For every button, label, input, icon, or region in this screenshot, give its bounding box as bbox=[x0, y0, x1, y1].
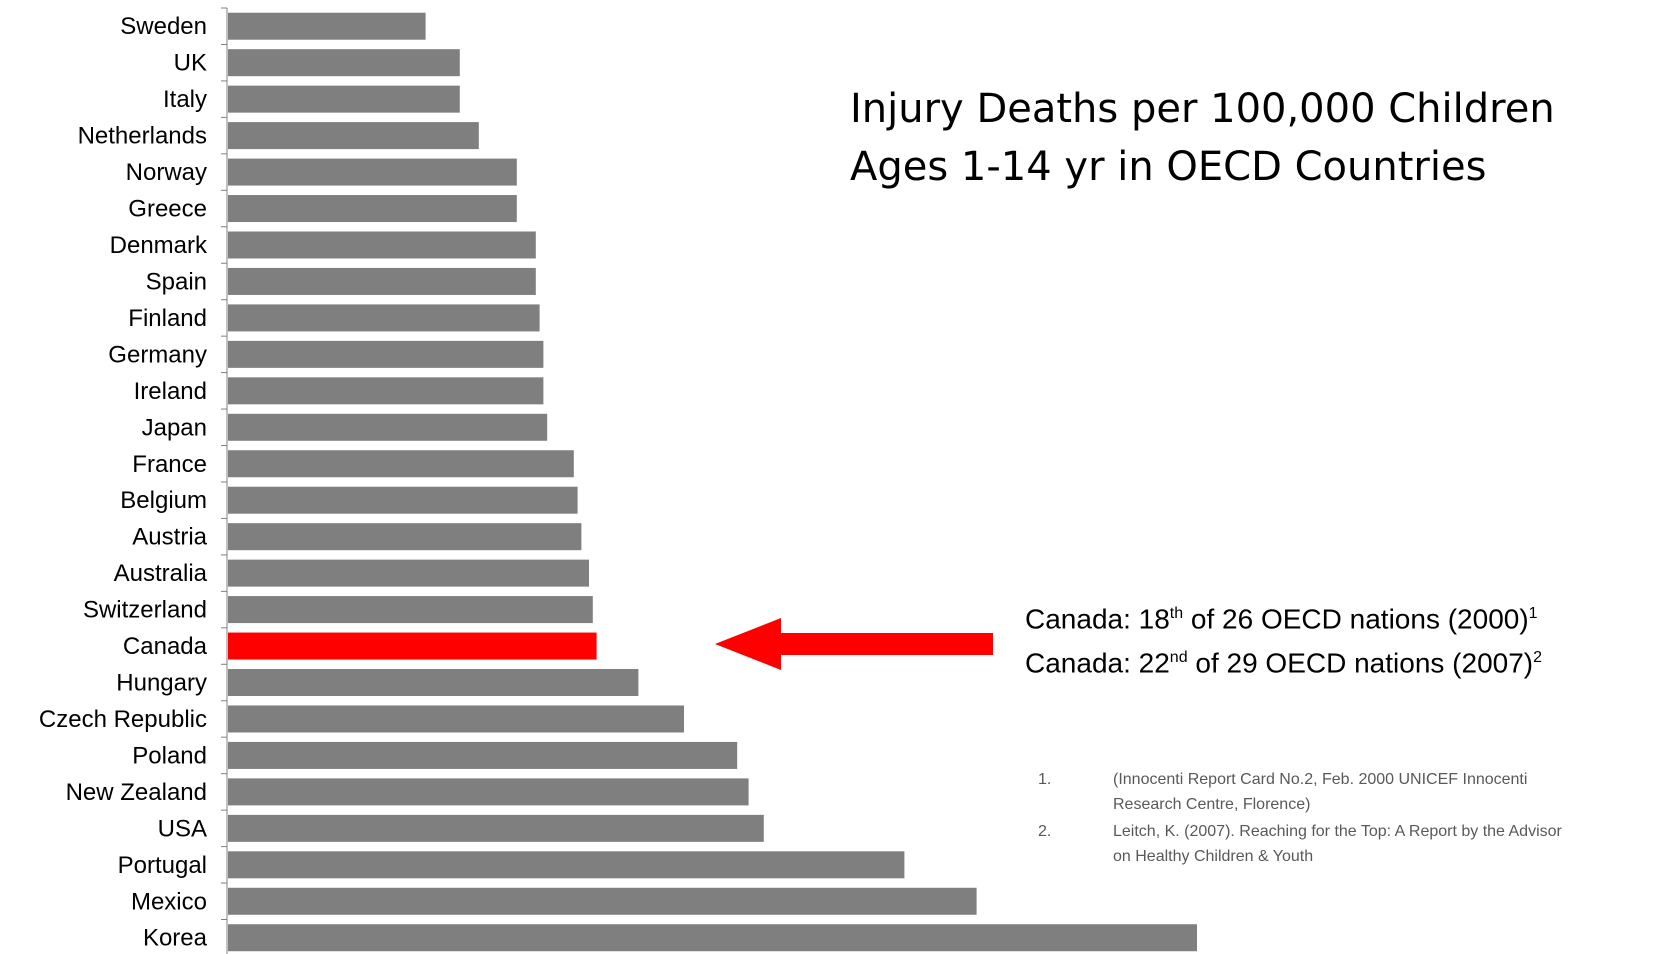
bar-spain bbox=[228, 267, 536, 295]
bar-italy bbox=[228, 85, 460, 113]
ranking-2000-ref: 1 bbox=[1528, 605, 1538, 622]
category-label-belgium: Belgium bbox=[120, 487, 207, 514]
category-label-new-zealand: New Zealand bbox=[66, 779, 207, 806]
references: 1. (Innocenti Report Card No.2, Feb. 200… bbox=[1038, 767, 1655, 871]
category-label-spain: Spain bbox=[146, 268, 207, 295]
category-label-france: France bbox=[132, 451, 207, 478]
category-label-australia: Australia bbox=[114, 560, 208, 587]
bar-portugal bbox=[228, 851, 905, 879]
ranking-2007-ref: 2 bbox=[1533, 649, 1543, 666]
category-label-ireland: Ireland bbox=[134, 378, 207, 405]
bar-hungary bbox=[228, 669, 639, 697]
ranking-2007-ordinal: nd bbox=[1169, 649, 1188, 666]
bar-chart: Sweden UK Italy Netherlands Norway Greece Denm… bbox=[39, 7, 1197, 954]
bar-korea bbox=[228, 924, 1197, 952]
bar-japan bbox=[228, 413, 548, 441]
category-label-usa: USA bbox=[158, 815, 207, 842]
category-label-austria: Austria bbox=[132, 524, 207, 551]
bar-netherlands bbox=[228, 122, 479, 150]
canada-ranking-annotation: Canada: 18th of 26 OECD nations (2000)1 … bbox=[1025, 592, 1542, 680]
ranking-2007-prefix: Canada: 22 bbox=[1025, 647, 1170, 679]
ranking-2000-prefix: Canada: 18 bbox=[1025, 603, 1170, 635]
chart-title: Injury Deaths per 100,000 Children Ages … bbox=[850, 80, 1555, 196]
category-label-hungary: Hungary bbox=[116, 670, 207, 697]
category-label-czech-republic: Czech Republic bbox=[39, 706, 207, 733]
reference-1-line-1: (Innocenti Report Card No.2, Feb. 2000 U… bbox=[1113, 771, 1528, 788]
category-label-uk: UK bbox=[174, 50, 207, 77]
bar-norway bbox=[228, 158, 517, 186]
bar-usa bbox=[228, 814, 764, 842]
category-label-norway: Norway bbox=[126, 159, 207, 186]
bar-uk bbox=[228, 49, 460, 77]
category-label-switzerland: Switzerland bbox=[83, 597, 207, 624]
category-label-mexico: Mexico bbox=[131, 888, 207, 915]
bar-mexico bbox=[228, 887, 977, 915]
category-label-portugal: Portugal bbox=[118, 852, 207, 879]
category-label-canada: Canada bbox=[123, 633, 208, 660]
bar-france bbox=[228, 450, 574, 478]
reference-1-line-2: Research Centre, Florence) bbox=[1113, 796, 1311, 813]
bar-belgium bbox=[228, 486, 578, 514]
category-label-japan: Japan bbox=[142, 414, 207, 441]
bar-austria bbox=[228, 523, 582, 551]
reference-1-number: 1. bbox=[1038, 771, 1052, 788]
bar-canada bbox=[228, 632, 597, 660]
ranking-2000-suffix: of 26 OECD nations (2000) bbox=[1183, 603, 1529, 635]
arrow-shape bbox=[715, 618, 993, 670]
bar-switzerland bbox=[228, 596, 593, 624]
category-label-sweden: Sweden bbox=[120, 13, 207, 40]
bar-finland bbox=[228, 304, 540, 332]
bar-germany bbox=[228, 340, 544, 368]
reference-1: 1. (Innocenti Report Card No.2, Feb. 200… bbox=[1038, 767, 1655, 817]
bar-czech-republic bbox=[228, 705, 684, 733]
bar-sweden bbox=[228, 12, 426, 40]
category-label-greece: Greece bbox=[128, 196, 207, 223]
category-label-finland: Finland bbox=[128, 305, 207, 332]
category-label-italy: Italy bbox=[163, 86, 207, 113]
reference-1-text: (Innocenti Report Card No.2, Feb. 2000 U… bbox=[1113, 767, 1655, 817]
bar-australia bbox=[228, 559, 589, 587]
reference-2-number: 2. bbox=[1038, 823, 1052, 840]
bar-ireland bbox=[228, 377, 544, 405]
category-label-denmark: Denmark bbox=[110, 232, 208, 259]
category-label-korea: Korea bbox=[143, 925, 208, 952]
bar-new-zealand bbox=[228, 778, 749, 806]
chart-title-line-1: Injury Deaths per 100,000 Children bbox=[850, 86, 1555, 132]
bar-greece bbox=[228, 195, 517, 223]
ranking-2007: Canada: 22nd of 29 OECD nations (2007)2 bbox=[1025, 636, 1542, 680]
bar-poland bbox=[228, 741, 738, 769]
reference-2-line-2: on Healthy Children & Youth bbox=[1113, 848, 1314, 865]
category-label-poland: Poland bbox=[132, 742, 207, 769]
reference-2-text: Leitch, K. (2007). Reaching for the Top:… bbox=[1113, 819, 1655, 869]
reference-2-line-1: Leitch, K. (2007). Reaching for the Top:… bbox=[1113, 823, 1562, 840]
bar-denmark bbox=[228, 231, 536, 259]
reference-2: 2. Leitch, K. (2007). Reaching for the T… bbox=[1038, 819, 1655, 869]
ranking-2000: Canada: 18th of 26 OECD nations (2000)1 bbox=[1025, 592, 1542, 636]
chart-title-line-2: Ages 1-14 yr in OECD Countries bbox=[850, 144, 1487, 190]
arrow-pointing-to-canada-icon bbox=[715, 618, 993, 670]
ranking-2000-ordinal: th bbox=[1169, 605, 1184, 622]
ranking-2007-suffix: of 29 OECD nations (2007) bbox=[1187, 647, 1534, 679]
category-label-germany: Germany bbox=[108, 341, 207, 368]
category-label-netherlands: Netherlands bbox=[78, 123, 207, 150]
